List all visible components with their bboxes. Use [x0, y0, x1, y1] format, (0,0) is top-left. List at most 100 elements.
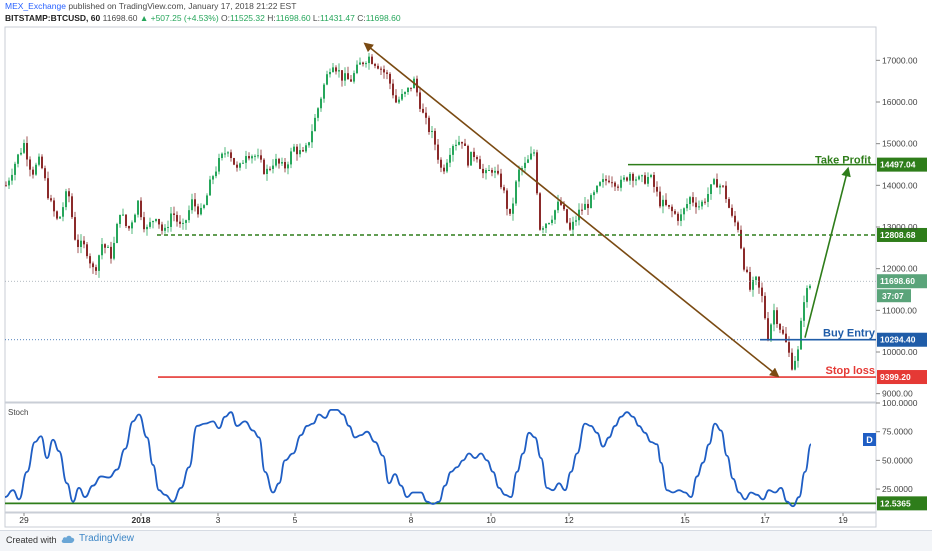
- candle-body: [347, 73, 349, 80]
- candle-body: [623, 177, 625, 180]
- candle-body: [434, 130, 436, 145]
- candle-body: [149, 222, 151, 227]
- x-tick-label: 2018: [132, 515, 151, 525]
- candle-body: [293, 146, 295, 152]
- candle-body: [677, 213, 679, 221]
- candle-body: [332, 67, 334, 72]
- candle-body: [626, 177, 628, 181]
- target-arrow: [804, 166, 851, 338]
- candle-body: [365, 63, 367, 65]
- candle-body: [326, 74, 328, 85]
- candle-body: [197, 206, 199, 215]
- candle-body: [230, 152, 232, 159]
- candle-body: [386, 72, 388, 74]
- candle-body: [782, 329, 784, 334]
- candle-body: [728, 199, 730, 208]
- candle-body: [65, 191, 67, 208]
- candle-body: [542, 228, 544, 230]
- x-tick-label: 8: [409, 515, 414, 525]
- candle-body: [305, 145, 307, 152]
- candle-body: [470, 151, 472, 166]
- candle-body: [731, 207, 733, 216]
- candle-body: [755, 276, 757, 281]
- candle-body: [71, 196, 73, 218]
- candle-body: [656, 186, 658, 192]
- candle-body: [29, 159, 31, 170]
- candle-body: [497, 170, 499, 174]
- candle-body: [566, 209, 568, 223]
- candle-body: [20, 152, 22, 155]
- candle-body: [506, 190, 508, 209]
- candle-body: [548, 223, 550, 225]
- candle-body: [671, 206, 673, 212]
- candle-body: [335, 67, 337, 72]
- candle-body: [701, 201, 703, 207]
- y-tick-label: 12000.00: [882, 264, 918, 274]
- candle-body: [431, 130, 433, 133]
- x-tick-label: 19: [838, 515, 848, 525]
- candle-body: [68, 191, 70, 197]
- candle-body: [515, 181, 517, 204]
- candle-body: [329, 71, 331, 75]
- candle-body: [320, 98, 322, 109]
- candle-body: [644, 175, 646, 184]
- candle-body: [704, 201, 706, 203]
- candle-body: [527, 159, 529, 163]
- candle-body: [575, 220, 577, 222]
- candle-body: [716, 179, 718, 188]
- candle-body: [551, 219, 553, 224]
- take-profit-text: Take Profit: [815, 155, 871, 167]
- low-label: L:: [312, 13, 321, 23]
- candle-body: [254, 155, 256, 157]
- candle-body: [635, 179, 637, 181]
- candle-body: [104, 244, 106, 248]
- stoch-y-tick-label: 50.0000: [882, 455, 913, 465]
- take-profit-label: 14497.04: [880, 160, 916, 170]
- x-tick-label: 12: [564, 515, 574, 525]
- candle-body: [83, 240, 85, 245]
- candle-body: [92, 263, 94, 268]
- candle-body: [653, 174, 655, 187]
- candle-body: [323, 84, 325, 99]
- candle-body: [776, 310, 778, 324]
- candle-body: [467, 145, 469, 166]
- candle-body: [710, 184, 712, 194]
- candle-body: [35, 164, 37, 175]
- candle-body: [461, 141, 463, 144]
- candle-body: [641, 175, 643, 177]
- x-tick-label: 3: [216, 515, 221, 525]
- author-link[interactable]: MEX_Exchange: [5, 1, 66, 11]
- candle-body: [131, 222, 133, 229]
- drawings: [363, 42, 851, 378]
- candle-body: [371, 56, 373, 64]
- candle-body: [665, 199, 667, 206]
- candle-body: [317, 108, 319, 118]
- candle-body: [200, 207, 202, 215]
- candle-body: [101, 244, 103, 256]
- y-tick-label: 15000.00: [882, 139, 918, 149]
- stop-loss-label-box: [877, 370, 927, 385]
- candle-body: [650, 174, 652, 177]
- candle-body: [260, 155, 262, 160]
- candle-body: [713, 179, 715, 185]
- candle-body: [176, 214, 178, 222]
- y-tick-label: 17000.00: [882, 55, 918, 65]
- candle-body: [188, 210, 190, 221]
- candle-body: [359, 62, 361, 65]
- tradingview-brand[interactable]: TradingView: [60, 533, 134, 544]
- candle-body: [395, 95, 397, 103]
- candle-body: [32, 169, 34, 175]
- symbol-line: BITSTAMP:BTCUSD, 60 11698.60 ▲ +507.25 (…: [5, 13, 401, 23]
- candle-body: [503, 187, 505, 191]
- candle-body: [449, 154, 451, 163]
- candle-body: [107, 246, 109, 248]
- candle-body: [446, 162, 448, 172]
- candle-body: [725, 185, 727, 200]
- countdown-label: 37:07: [882, 291, 904, 301]
- candle-body: [659, 191, 661, 207]
- candle-body: [227, 152, 229, 154]
- candle-body: [191, 199, 193, 211]
- candle-body: [440, 159, 442, 168]
